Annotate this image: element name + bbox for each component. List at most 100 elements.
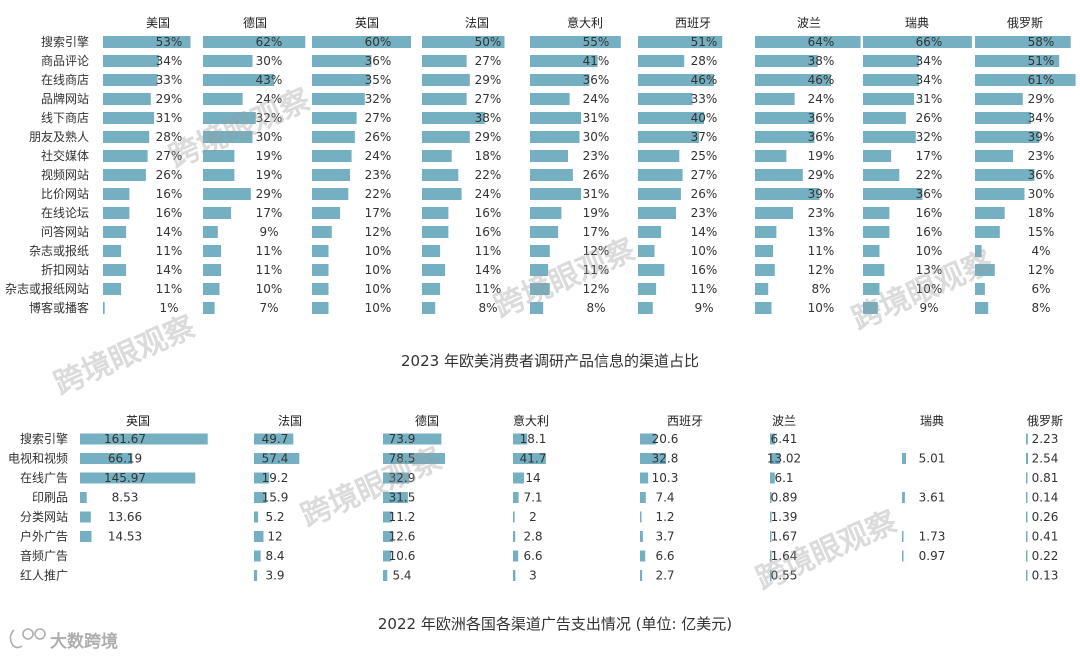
bottom-value-label: 66.19 — [108, 452, 142, 466]
bottom-bar — [80, 531, 92, 542]
bottom-category-label: 户外广告 — [20, 529, 68, 544]
top-bar — [422, 55, 467, 67]
top-value-label: 17% — [583, 225, 610, 239]
bottom-series-header: 法国 — [278, 414, 302, 428]
top-value-label: 11% — [156, 282, 183, 296]
bottom-category-label: 印刷品 — [32, 491, 68, 505]
top-bar — [863, 207, 890, 219]
top-bar — [755, 302, 772, 314]
top-value-label: 16% — [691, 263, 718, 277]
top-value-label: 9% — [919, 301, 938, 315]
top-value-label: 26% — [583, 168, 610, 182]
top-value-label: 36% — [1028, 168, 1055, 182]
bottom-bar — [640, 550, 646, 562]
top-series-header: 波兰 — [797, 16, 821, 30]
bottom-bar — [640, 472, 649, 484]
bottom-value-label: 12 — [267, 530, 282, 544]
top-series-header: 英国 — [355, 16, 379, 30]
top-category-label: 折扣网站 — [41, 262, 89, 277]
bottom-bar — [640, 531, 643, 542]
bottom-value-label: 1.67 — [771, 530, 798, 544]
bottom-value-label: 3.61 — [919, 491, 946, 505]
top-bar — [638, 74, 714, 86]
bottom-value-label: 3.9 — [265, 569, 284, 583]
top-value-label: 26% — [156, 168, 183, 182]
top-bar — [422, 207, 449, 219]
top-value-label: 24% — [475, 187, 502, 201]
top-bar — [103, 302, 105, 314]
top-value-label: 33% — [156, 73, 183, 87]
top-value-label: 19% — [256, 168, 283, 182]
bottom-value-label: 0.26 — [1032, 510, 1059, 524]
top-bar — [203, 131, 253, 143]
bottom-bar — [254, 511, 259, 523]
top-value-label: 34% — [156, 54, 183, 68]
top-value-label: 16% — [156, 187, 183, 201]
top-bar — [103, 283, 122, 295]
top-bar — [863, 188, 923, 200]
bottom-value-label: 13.66 — [108, 510, 142, 524]
bottom-bar — [770, 492, 772, 503]
top-value-label: 8% — [478, 301, 497, 315]
top-bar — [312, 131, 355, 143]
top-bar — [755, 169, 803, 181]
bottom-bar — [513, 550, 519, 562]
top-category-label: 朋友及熟人 — [29, 129, 89, 144]
top-bar — [975, 93, 1023, 105]
top-bar — [422, 264, 446, 276]
top-value-label: 10% — [365, 244, 392, 258]
top-bar — [975, 207, 1005, 219]
top-bar — [530, 93, 570, 105]
top-bar — [530, 207, 562, 219]
top-value-label: 19% — [808, 149, 835, 163]
bottom-bar — [1026, 492, 1028, 503]
watermark-text: 跨境眼观察 — [296, 441, 448, 534]
bottom-value-label: 7.4 — [655, 491, 674, 505]
top-value-label: 24% — [256, 92, 283, 106]
top-bar — [975, 55, 1060, 67]
top-value-label: 66% — [916, 35, 943, 49]
top-value-label: 31% — [156, 111, 183, 125]
top-value-label: 46% — [808, 73, 835, 87]
top-value-label: 24% — [583, 92, 610, 106]
bottom-bar — [513, 433, 528, 445]
top-value-label: 62% — [256, 35, 283, 49]
top-series-header: 美国 — [146, 16, 170, 30]
top-series-header: 西班牙 — [675, 16, 711, 30]
top-bar — [530, 188, 582, 200]
top-value-label: 39% — [1028, 130, 1055, 144]
top-value-label: 8% — [1031, 301, 1050, 315]
top-bar — [103, 150, 148, 162]
top-value-label: 11% — [583, 263, 610, 277]
watermark-text: 跨境眼观察 — [489, 232, 641, 325]
top-bar — [638, 207, 676, 219]
top-value-label: 31% — [916, 92, 943, 106]
top-value-label: 29% — [475, 130, 502, 144]
bottom-bar — [80, 433, 208, 445]
top-value-label: 27% — [691, 168, 718, 182]
bottom-bar — [254, 433, 294, 445]
top-value-label: 36% — [583, 73, 610, 87]
top-bar — [975, 188, 1025, 200]
bottom-value-label: 32.9 — [389, 471, 416, 485]
bottom-value-label: 18.1 — [520, 432, 547, 446]
bottom-bar — [383, 453, 445, 464]
top-bar — [312, 207, 341, 219]
top-value-label: 30% — [1028, 187, 1055, 201]
bottom-value-label: 6.41 — [771, 432, 798, 446]
top-bar — [755, 112, 815, 124]
brand-logo: 大数跨境 — [9, 628, 118, 652]
bottom-bar — [383, 570, 388, 581]
top-bar — [422, 226, 449, 238]
bottom-value-label: 0.22 — [1032, 549, 1059, 563]
top-value-label: 18% — [475, 149, 502, 163]
top-bar — [755, 131, 815, 143]
top-bar — [863, 169, 900, 181]
top-bar — [638, 131, 699, 143]
top-bar — [638, 169, 683, 181]
top-value-label: 34% — [1028, 111, 1055, 125]
top-bar — [755, 245, 774, 257]
bottom-bar — [383, 550, 392, 562]
bottom-value-label: 6.6 — [655, 549, 674, 563]
